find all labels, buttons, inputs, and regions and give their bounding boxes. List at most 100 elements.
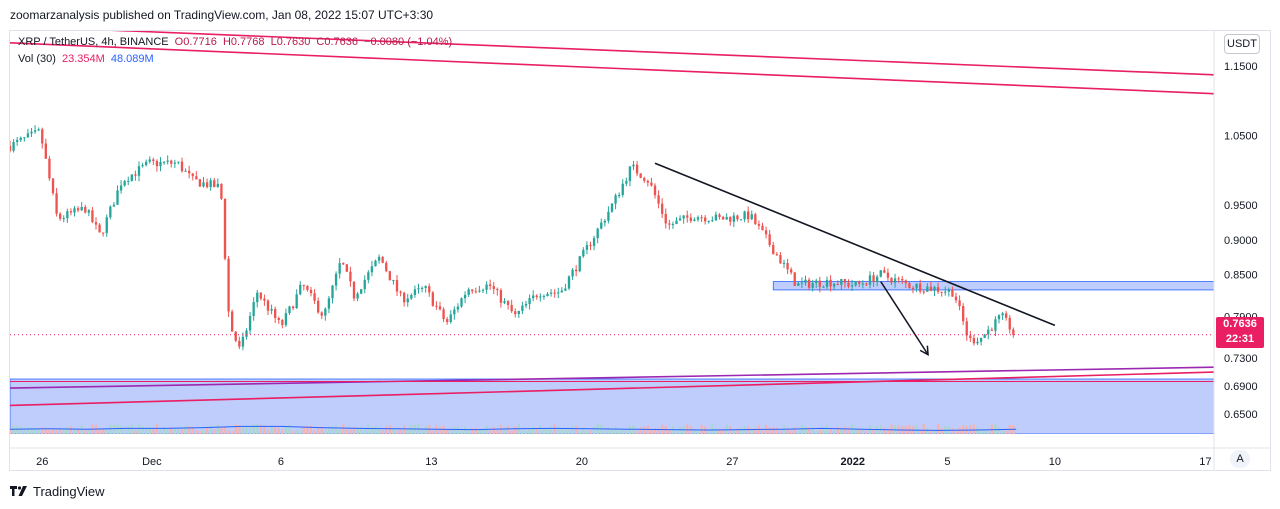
volume-bar: [385, 426, 388, 434]
volume-bar: [800, 425, 804, 434]
candle-body: [797, 283, 800, 286]
volume-bar: [725, 424, 728, 434]
volume-bar: [503, 427, 506, 434]
candle-body: [98, 224, 101, 233]
volume-bar: [521, 429, 524, 434]
volume-bar: [299, 430, 302, 434]
volume-bar: [847, 427, 850, 434]
volume-bar: [356, 429, 359, 434]
candle-body: [643, 177, 646, 181]
volume-bar: [714, 428, 718, 434]
legend-volume-value: 23.354M: [61, 53, 105, 65]
candle-body: [704, 217, 707, 222]
candle-body: [621, 183, 624, 195]
candle-body: [822, 286, 825, 288]
candle-body: [729, 216, 732, 222]
candle-body: [420, 287, 424, 289]
candle-body: [30, 131, 33, 134]
candle-body: [248, 316, 252, 331]
candle-body: [994, 319, 997, 331]
candle-body: [972, 338, 976, 344]
volume-bar: [360, 426, 363, 434]
volume-bar: [653, 428, 657, 434]
volume-bar: [98, 429, 101, 434]
candle-body: [650, 182, 653, 186]
candle-body: [653, 185, 657, 196]
candle-body: [739, 219, 743, 221]
volume-bar: [564, 429, 567, 434]
volume-bar: [987, 429, 990, 434]
candle-body: [711, 220, 714, 222]
candle-body: [618, 194, 621, 196]
candle-body: [922, 291, 925, 293]
volume-bar: [87, 429, 90, 434]
price-tick-label: 0.8500: [1224, 270, 1258, 282]
zone-0: [772, 281, 1214, 291]
candle-body: [205, 182, 209, 188]
time-tick-label: 20: [576, 456, 588, 468]
price-tick-label: 0.6500: [1224, 409, 1258, 421]
candle-body: [865, 283, 868, 285]
legend-volume-ma: 48.089M: [110, 53, 154, 65]
candle-body: [460, 298, 463, 307]
volume-bar: [994, 424, 997, 434]
volume-bar: [59, 428, 62, 434]
publisher-line: zoomarzanalysis published on TradingView…: [10, 8, 434, 22]
volume-bar: [467, 430, 470, 434]
volume-bar: [152, 428, 155, 434]
volume-bar: [854, 427, 857, 434]
volume-bar: [524, 430, 528, 434]
auto-scale-button[interactable]: A: [1230, 450, 1250, 468]
candle-body: [861, 283, 864, 285]
candle-body: [23, 137, 26, 139]
volume-bar: [546, 428, 549, 434]
candle-body: [707, 221, 710, 223]
footer-brand[interactable]: TradingView: [10, 484, 105, 499]
candle-body: [1005, 313, 1008, 318]
price-tick-label: 0.6900: [1224, 381, 1258, 393]
candle-body: [951, 289, 954, 297]
candle-body: [661, 203, 664, 214]
volume-bar: [625, 430, 628, 434]
candle-body: [714, 214, 718, 221]
volume-bar: [105, 429, 108, 434]
currency-button[interactable]: USDT: [1224, 34, 1260, 54]
candle-body: [632, 164, 635, 167]
volume-bar: [30, 426, 33, 434]
volume-bar: [481, 429, 485, 434]
time-tick-label: 13: [425, 456, 437, 468]
volume-bar: [73, 429, 76, 434]
candle-body: [600, 222, 603, 229]
legend-volume: Vol (30) 23.354M 48.089M: [18, 53, 157, 65]
volume-bar: [12, 425, 15, 434]
candle-body: [969, 335, 972, 339]
last-price-value: 0.7636: [1223, 318, 1257, 330]
candle-body: [893, 278, 897, 283]
volume-bar: [406, 428, 409, 434]
candle-body: [1001, 313, 1004, 316]
candle-body: [625, 181, 628, 184]
candle-body: [890, 277, 893, 283]
volume-bar: [610, 429, 614, 434]
volume-bar: [807, 427, 811, 434]
candle-body: [1008, 317, 1011, 330]
legend-volume-label[interactable]: Vol (30): [18, 53, 56, 65]
candle-body: [940, 291, 943, 293]
volume-bar: [840, 429, 843, 434]
legend-symbol[interactable]: XRP / TetherUS, 4h, BINANCE: [18, 36, 169, 48]
volume-bar: [281, 429, 284, 434]
candle-body: [84, 206, 87, 213]
volume-bar: [614, 427, 617, 434]
candle-body: [639, 173, 642, 178]
candle-body: [897, 278, 900, 280]
candle-body: [614, 195, 617, 204]
candle-body: [553, 292, 556, 294]
volume-bar: [678, 427, 682, 434]
volume-bar: [972, 424, 976, 434]
volume-bar: [44, 429, 47, 434]
candle-body: [231, 311, 234, 332]
volume-bar: [768, 427, 771, 434]
volume-bar: [761, 428, 764, 434]
volume-bar: [274, 427, 277, 434]
